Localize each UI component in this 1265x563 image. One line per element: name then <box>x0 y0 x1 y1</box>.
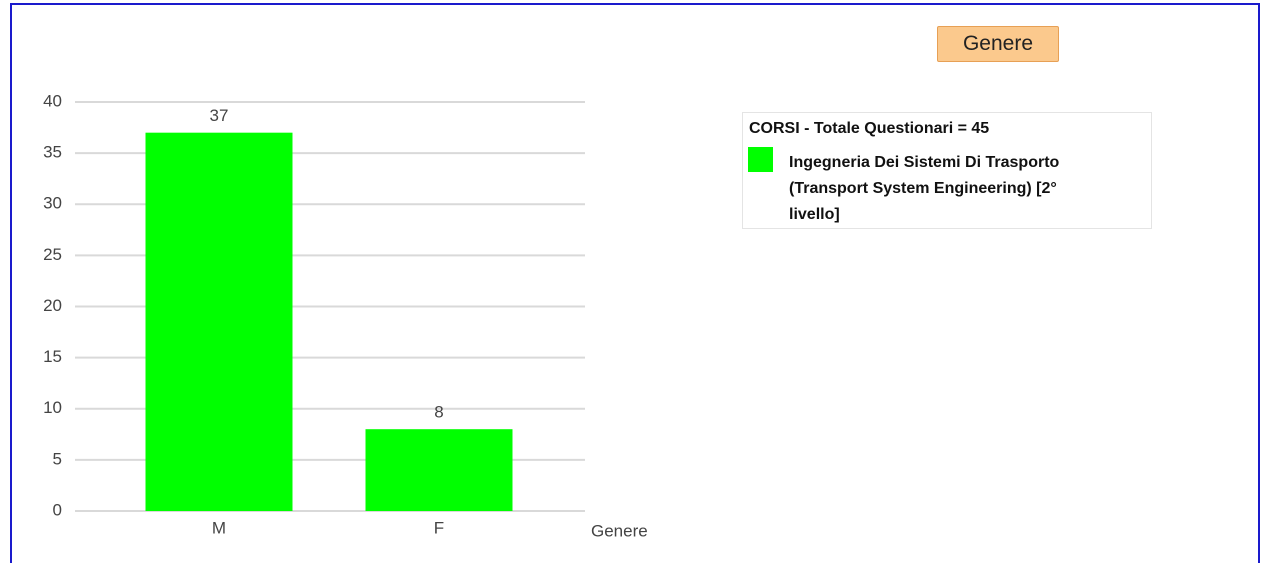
y-tick-label: 15 <box>43 347 62 366</box>
legend: CORSI - Totale Questionari = 45 Ingegner… <box>742 112 1152 229</box>
y-tick-label: 10 <box>43 398 62 417</box>
legend-swatch <box>748 147 773 172</box>
y-tick-label: 5 <box>53 449 62 468</box>
x-tick-label: F <box>434 518 444 537</box>
legend-title: CORSI - Totale Questionari = 45 <box>749 120 990 137</box>
chart-button[interactable]: Genere <box>937 26 1059 62</box>
data-label: 37 <box>210 106 229 125</box>
bar <box>365 429 513 511</box>
y-tick-label: 25 <box>43 245 62 264</box>
chart: 0 5 10 15 20 25 30 35 40 Genere M 37 F 8 <box>43 91 648 540</box>
legend-entry: Ingegneria Dei Sistemi Di Trasporto (Tra… <box>789 154 1060 223</box>
bar <box>145 132 293 512</box>
x-tick-label: M <box>212 518 226 537</box>
y-tick-label: 20 <box>43 296 62 315</box>
y-tick-label: 35 <box>43 143 62 162</box>
y-tick-label: 0 <box>53 500 62 519</box>
x-axis-label: Genere <box>591 521 648 540</box>
y-tick-label: 30 <box>43 194 62 213</box>
frame <box>10 3 1260 563</box>
data-label: 8 <box>434 403 443 422</box>
y-tick-label: 40 <box>43 91 62 110</box>
